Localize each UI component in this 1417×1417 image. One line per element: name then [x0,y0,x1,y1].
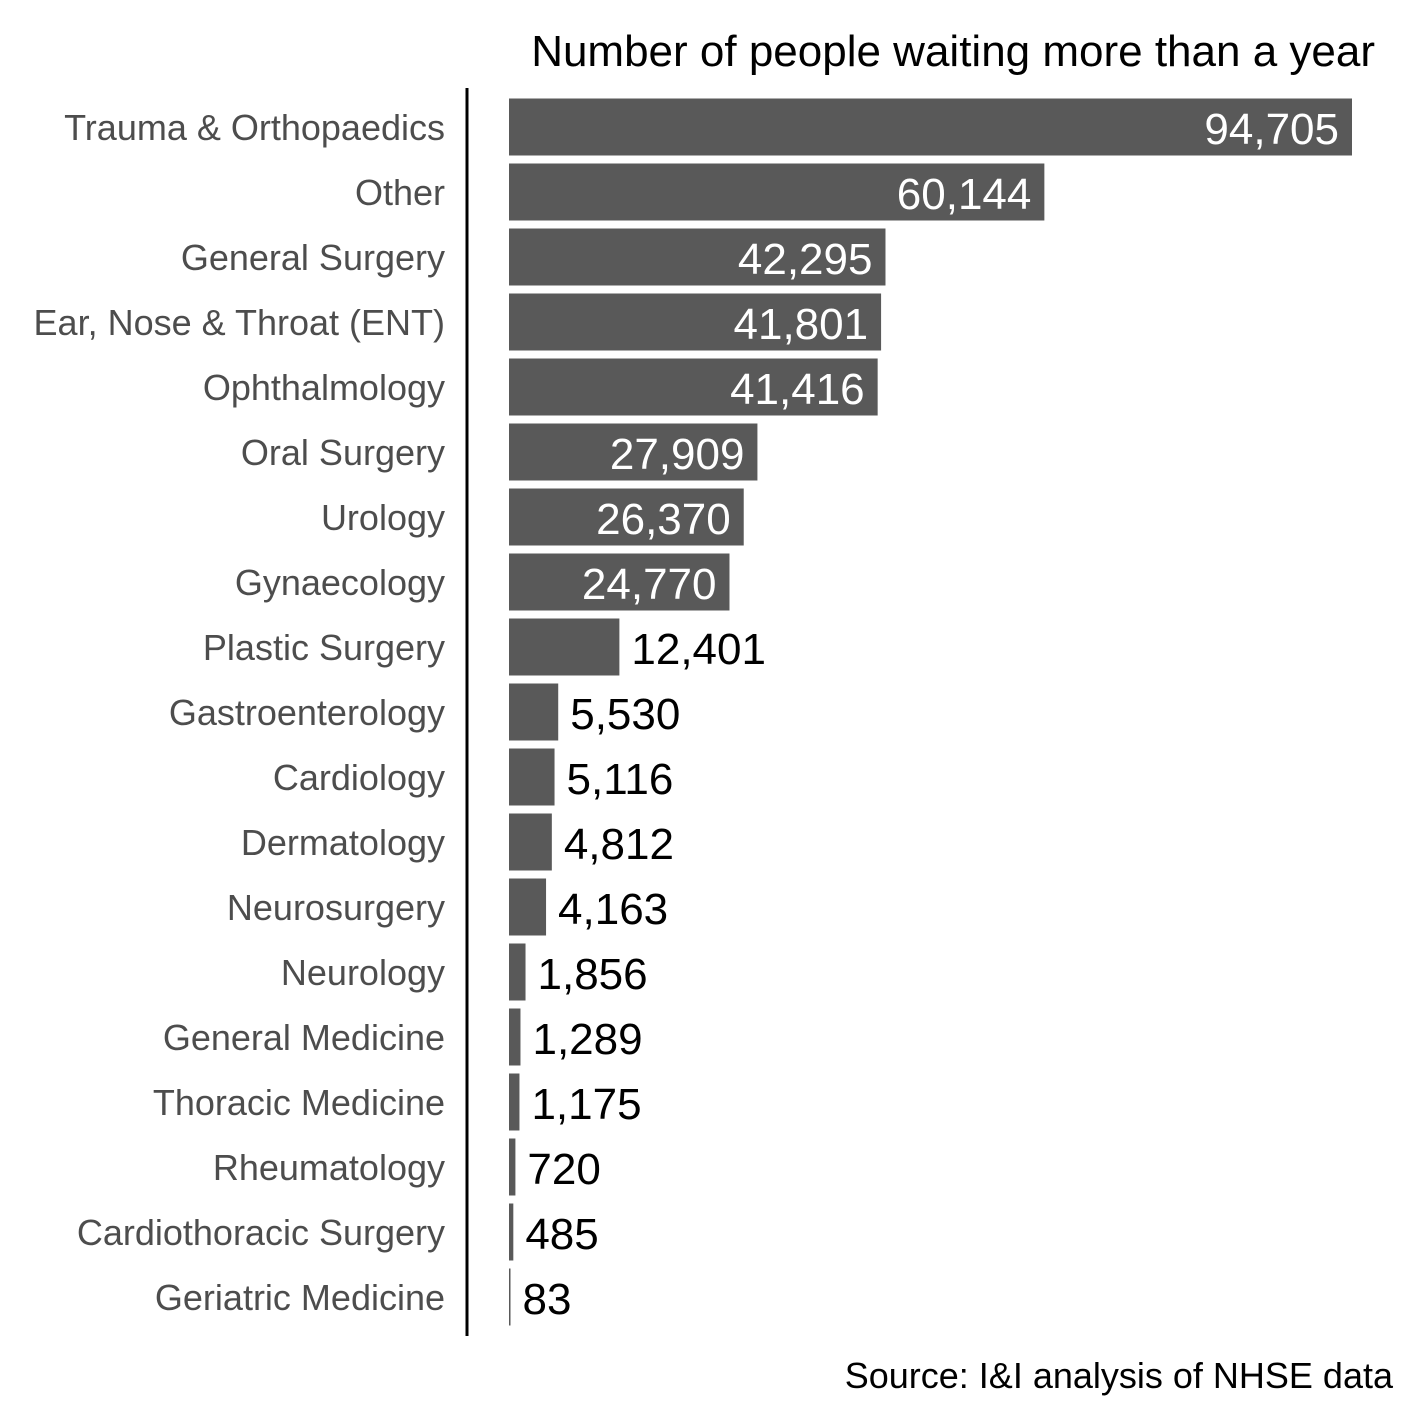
bars-group [509,98,1352,1326]
bar-gynaecology [509,553,730,611]
category-label-ear-nose-and-throat-ent: Ear, Nose & Throat (ENT) [34,302,445,343]
bar-general-medicine [509,1008,521,1066]
value-label-ear-nose-and-throat-ent: 41,801 [734,300,869,349]
value-label-trauma-and-orthopaedics: 94,705 [1204,105,1339,154]
bar-dermatology [509,813,552,871]
value-label-dermatology: 4,812 [564,820,674,869]
value-label-oral-surgery: 27,909 [610,430,745,479]
category-label-plastic-surgery: Plastic Surgery [203,627,445,668]
bar-geriatric-medicine [509,1268,511,1326]
bar-urology [509,488,744,546]
value-label-gynaecology: 24,770 [582,560,717,609]
category-label-gastroenterology: Gastroenterology [169,692,445,733]
bar-plastic-surgery [509,618,620,676]
value-label-other: 60,144 [897,170,1032,219]
value-label-ophthalmology: 41,416 [730,365,865,414]
bar-cardiology [509,748,555,806]
category-label-trauma-and-orthopaedics: Trauma & Orthopaedics [64,107,445,148]
bar-trauma-and-orthopaedics [509,98,1352,156]
value-label-general-medicine: 1,289 [532,1015,642,1064]
bar-ear-nose-and-throat-ent [509,293,882,351]
bar-thoracic-medicine [509,1073,520,1131]
value-label-rheumatology: 720 [527,1145,600,1194]
chart-title: Number of people waiting more than a yea… [531,27,1375,76]
value-label-general-surgery: 42,295 [738,235,873,284]
value-label-neurosurgery: 4,163 [558,885,668,934]
bar-oral-surgery [509,423,758,481]
bar-rheumatology [509,1138,516,1196]
value-label-geriatric-medicine: 83 [523,1275,572,1324]
category-label-other: Other [355,172,445,213]
category-label-urology: Urology [321,497,445,538]
category-label-cardiology: Cardiology [273,757,445,798]
category-label-thoracic-medicine: Thoracic Medicine [153,1082,445,1123]
category-labels: Trauma & Orthopaedics Other General Surger… [34,107,445,1318]
category-label-cardiothoracic-surgery: Cardiothoracic Surgery [77,1212,445,1253]
category-label-rheumatology: Rheumatology [213,1147,445,1188]
bar-cardiothoracic-surgery [509,1203,514,1261]
category-label-geriatric-medicine: Geriatric Medicine [155,1277,445,1318]
value-label-gastroenterology: 5,530 [570,690,680,739]
category-label-dermatology: Dermatology [241,822,445,863]
source-note: Source: I&I analysis of NHSE data [845,1355,1394,1396]
category-label-gynaecology: Gynaecology [235,562,445,603]
value-labels: 94,705 60,144 42,295 41,801 41,416 27,909 26,3… [523,105,1340,1324]
category-label-neurology: Neurology [281,952,445,993]
value-label-neurology: 1,856 [538,950,648,999]
category-label-general-surgery: General Surgery [181,237,445,278]
value-label-urology: 26,370 [596,495,731,544]
category-label-general-medicine: General Medicine [163,1017,445,1058]
bar-ophthalmology [509,358,878,416]
bar-neurology [509,943,526,1001]
category-label-neurosurgery: Neurosurgery [227,887,445,928]
bar-gastroenterology [509,683,559,741]
category-label-oral-surgery: Oral Surgery [241,432,445,473]
category-label-ophthalmology: Ophthalmology [203,367,445,408]
value-label-plastic-surgery: 12,401 [631,625,766,674]
value-label-thoracic-medicine: 1,175 [531,1080,641,1129]
bar-neurosurgery [509,878,547,936]
value-label-cardiology: 5,116 [567,755,674,804]
bar-general-surgery [509,228,886,286]
bar-other [509,163,1045,221]
value-label-cardiothoracic-surgery: 485 [525,1210,598,1259]
